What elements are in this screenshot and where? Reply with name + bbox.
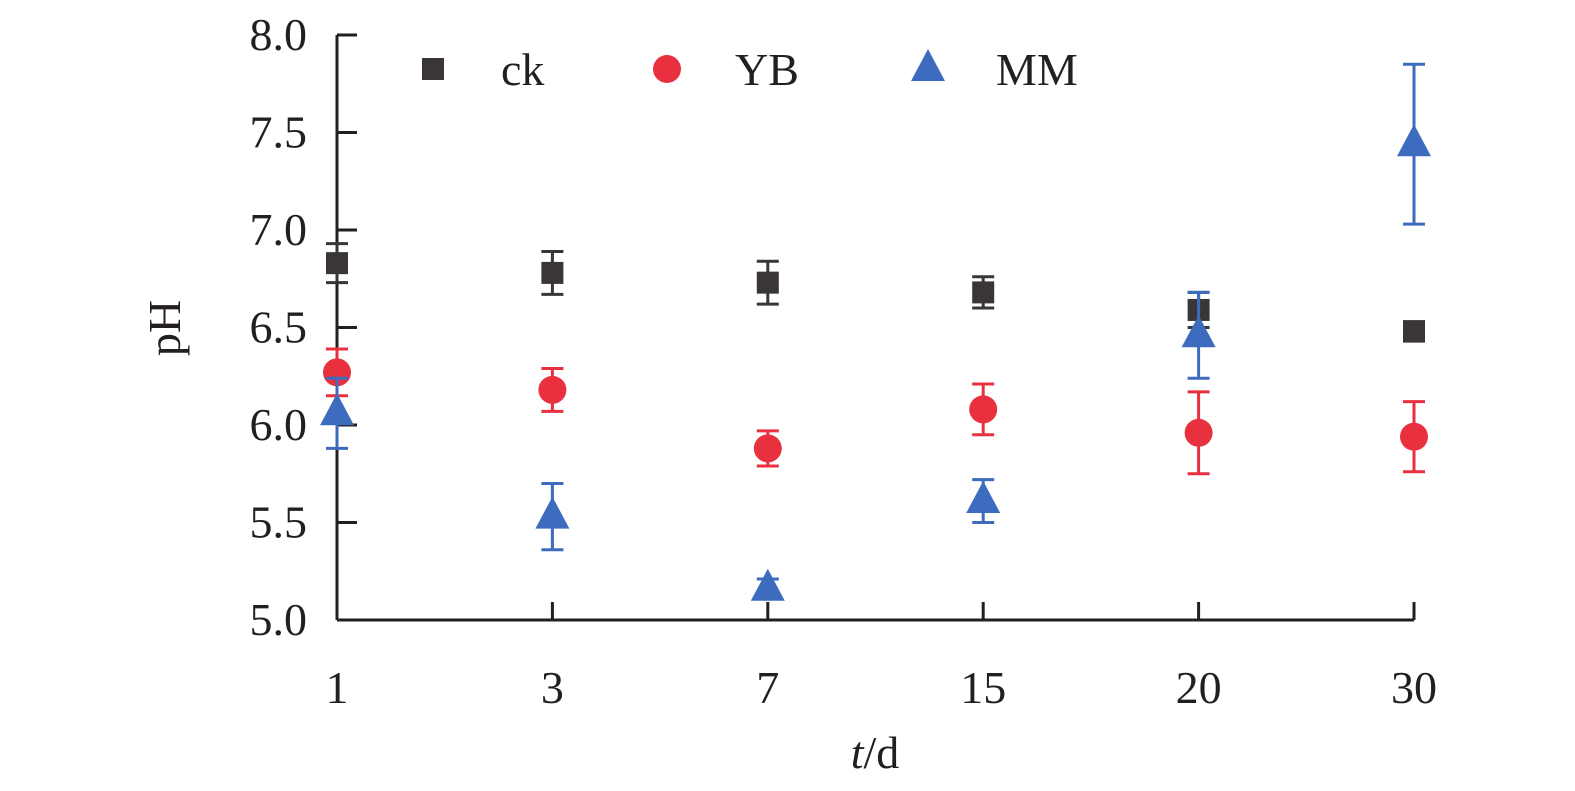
- data-point-yb: [753, 434, 782, 463]
- legend-label-ck: ck: [501, 44, 544, 95]
- y-tick-label: 7.5: [250, 107, 308, 158]
- data-point-mm: [1397, 124, 1431, 157]
- data-point-ck: [1403, 320, 1425, 343]
- data-point-mm: [750, 568, 785, 601]
- x-axis-label-italic: t: [851, 727, 865, 778]
- x-tick-label: 30: [1391, 662, 1437, 713]
- legend-marker-yb: [653, 55, 681, 83]
- y-tick-label: 6.5: [250, 302, 308, 353]
- x-tick-label: 15: [960, 662, 1006, 713]
- x-axis-label: t/d: [851, 727, 900, 778]
- data-point-mm: [966, 481, 1001, 514]
- y-axis-label: pH: [139, 300, 190, 356]
- series-mm: [320, 62, 1431, 601]
- data-point-mm: [1181, 315, 1216, 348]
- legend-label-mm: MM: [996, 44, 1078, 95]
- y-tick-label: 7.0: [250, 204, 308, 255]
- data-point-ck: [972, 281, 995, 304]
- data-point-ck: [326, 252, 348, 275]
- data-point-ck: [541, 261, 564, 284]
- data-point-yb: [1400, 422, 1428, 451]
- data-point-mm: [535, 496, 570, 529]
- legend-label-yb: YB: [735, 44, 799, 95]
- y-tick-label: 6.0: [250, 399, 308, 450]
- data-marks: [320, 62, 1431, 601]
- y-tick-label: 5.5: [250, 497, 308, 548]
- data-point-yb: [969, 395, 998, 424]
- x-tick-label: 3: [541, 662, 564, 713]
- axes: [335, 33, 1416, 622]
- series-yb: [323, 347, 1428, 476]
- data-point-yb: [1184, 418, 1213, 447]
- x-tick-label: 20: [1176, 662, 1222, 713]
- data-point-ck: [756, 271, 779, 294]
- data-point-mm: [320, 393, 354, 426]
- data-point-yb: [538, 375, 567, 404]
- y-tick-label: 8.0: [250, 9, 308, 60]
- x-tick-label: 7: [756, 662, 779, 713]
- legend-marker-ck: [422, 58, 444, 80]
- series-ck: [326, 242, 1425, 343]
- x-tick-label: 1: [326, 662, 349, 713]
- y-tick-label: 5.0: [250, 594, 308, 645]
- tick-labels: 5.0 5.5 6.0 6.5 7.0 7.5 8.0 1 3 7 15 20 30: [250, 9, 1438, 713]
- x-axis-label-unit: /d: [864, 727, 900, 778]
- legend: ck YB MM: [422, 44, 1078, 95]
- legend-marker-mm: [911, 49, 945, 81]
